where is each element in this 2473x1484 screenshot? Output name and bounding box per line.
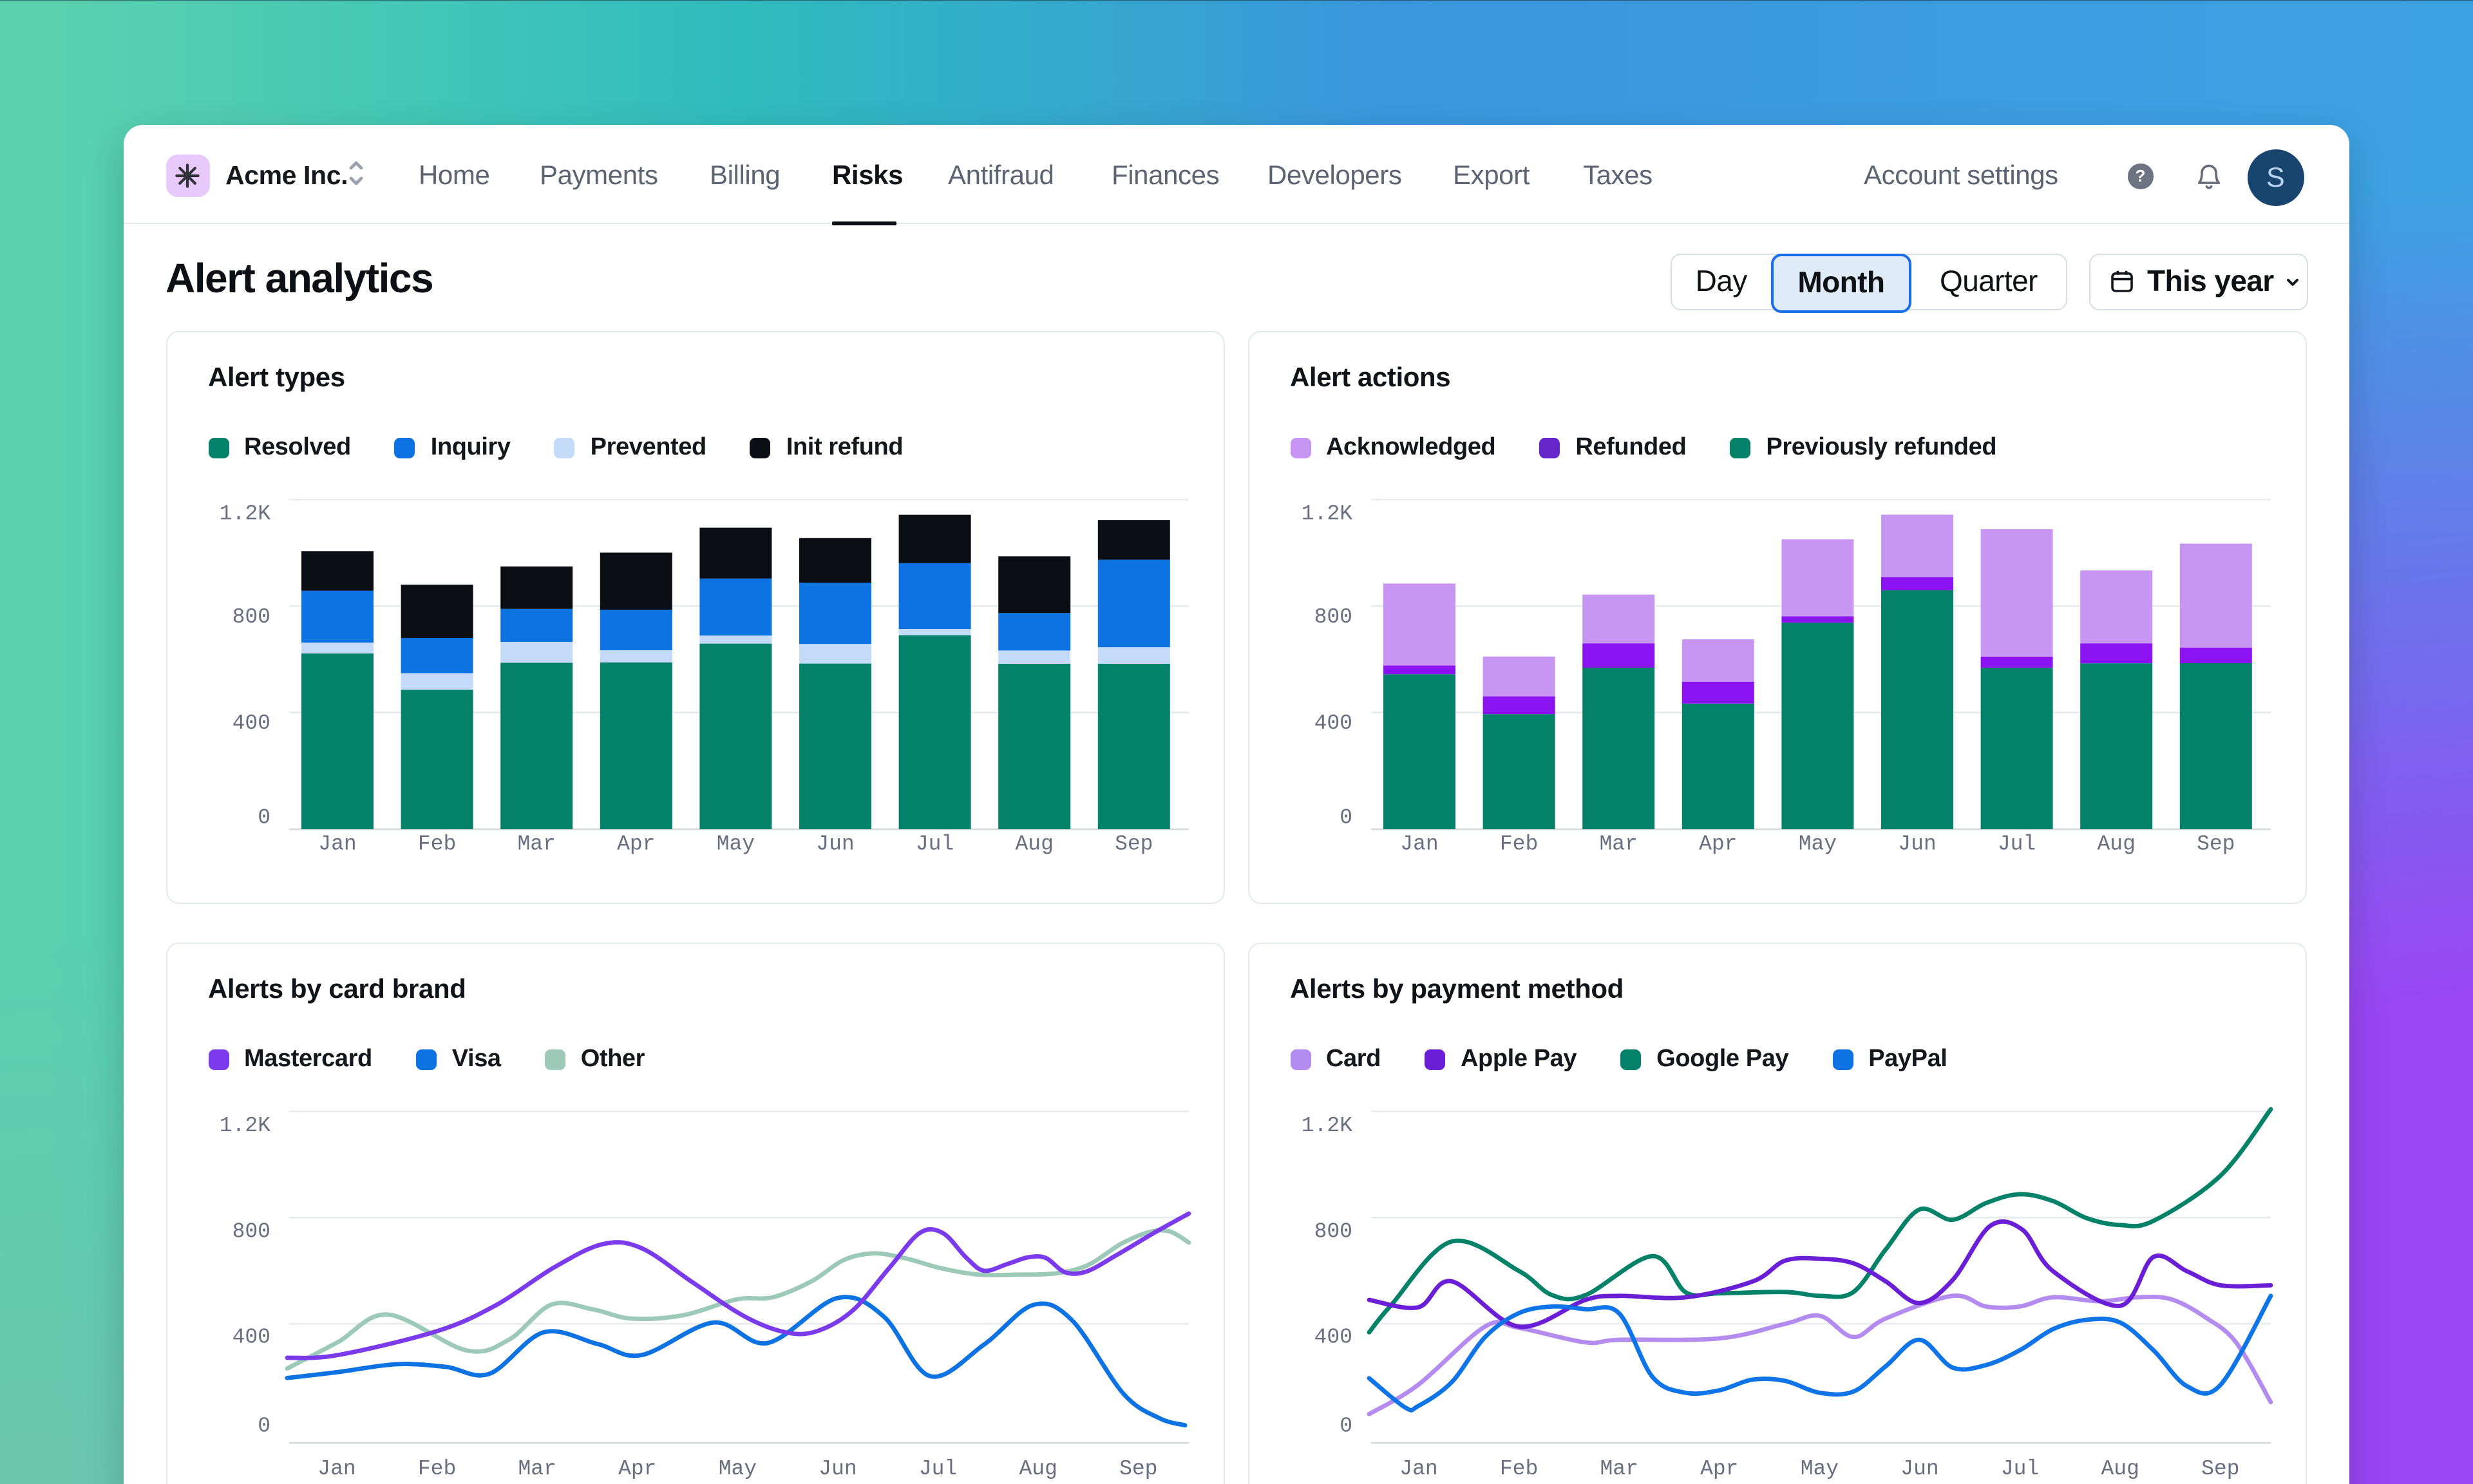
svg-text:Aug: Aug [2100,1458,2138,1481]
svg-text:Mar: Mar [517,1458,555,1481]
svg-text:Jan: Jan [317,1458,355,1481]
svg-text:Jun: Jun [815,832,853,856]
svg-text:400: 400 [1314,711,1352,735]
svg-text:400: 400 [232,711,270,735]
svg-text:Jul: Jul [915,832,953,856]
svg-text:May: May [718,1458,756,1481]
svg-text:Jun: Jun [818,1458,856,1481]
svg-text:Mar: Mar [516,832,554,856]
svg-text:1.2K: 1.2K [1301,1114,1352,1138]
svg-text:Mar: Mar [1599,1458,1637,1481]
svg-text:0: 0 [1339,1414,1352,1438]
svg-text:Jan: Jan [1399,1458,1437,1481]
svg-text:Jan: Jan [1399,832,1437,856]
svg-text:May: May [1798,832,1836,856]
svg-text:Feb: Feb [1499,832,1537,856]
svg-text:Apr: Apr [1698,832,1736,856]
svg-text:400: 400 [1314,1326,1352,1349]
svg-text:Apr: Apr [1700,1458,1738,1481]
svg-text:0: 0 [257,805,270,829]
svg-text:0: 0 [1339,805,1352,829]
svg-text:Aug: Aug [1018,1458,1056,1481]
svg-text:Feb: Feb [417,1458,455,1481]
svg-text:1.2K: 1.2K [1301,501,1352,525]
svg-text:800: 800 [232,605,270,628]
svg-text:Feb: Feb [1499,1458,1537,1481]
svg-text:800: 800 [232,1220,270,1244]
svg-text:May: May [716,832,754,856]
svg-text:Jul: Jul [1997,832,2035,856]
svg-text:Sep: Sep [1114,832,1152,856]
svg-text:400: 400 [232,1326,270,1349]
svg-text:May: May [1800,1458,1838,1481]
svg-text:Jan: Jan [317,832,355,856]
svg-text:Jul: Jul [2000,1458,2038,1481]
svg-text:Apr: Apr [616,832,654,856]
svg-text:0: 0 [257,1414,270,1438]
svg-text:Aug: Aug [2096,832,2134,856]
svg-text:Jul: Jul [918,1458,956,1481]
svg-text:Jun: Jun [1900,1458,1938,1481]
svg-text:Feb: Feb [417,832,455,856]
svg-text:1.2K: 1.2K [219,1114,270,1138]
svg-text:800: 800 [1314,605,1352,628]
svg-text:800: 800 [1314,1220,1352,1244]
svg-text:Mar: Mar [1598,832,1636,856]
svg-text:Sep: Sep [2201,1458,2239,1481]
svg-text:Sep: Sep [1119,1458,1157,1481]
svg-text:Aug: Aug [1014,832,1052,856]
svg-text:Sep: Sep [2196,832,2234,856]
svg-text:Apr: Apr [618,1458,656,1481]
svg-text:Jun: Jun [1897,832,1935,856]
svg-text:1.2K: 1.2K [219,501,270,525]
